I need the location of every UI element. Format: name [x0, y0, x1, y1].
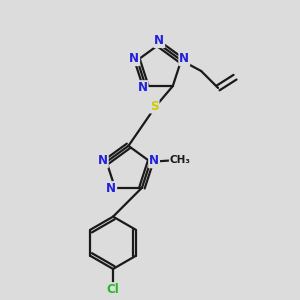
Text: S: S	[150, 100, 159, 112]
Text: N: N	[179, 52, 189, 65]
Text: N: N	[106, 182, 116, 195]
Text: N: N	[154, 34, 164, 47]
Text: N: N	[129, 52, 139, 65]
Text: Cl: Cl	[107, 283, 119, 296]
Text: CH₃: CH₃	[170, 155, 191, 165]
Text: N: N	[149, 154, 159, 167]
Text: N: N	[98, 154, 108, 167]
Text: N: N	[138, 81, 148, 94]
